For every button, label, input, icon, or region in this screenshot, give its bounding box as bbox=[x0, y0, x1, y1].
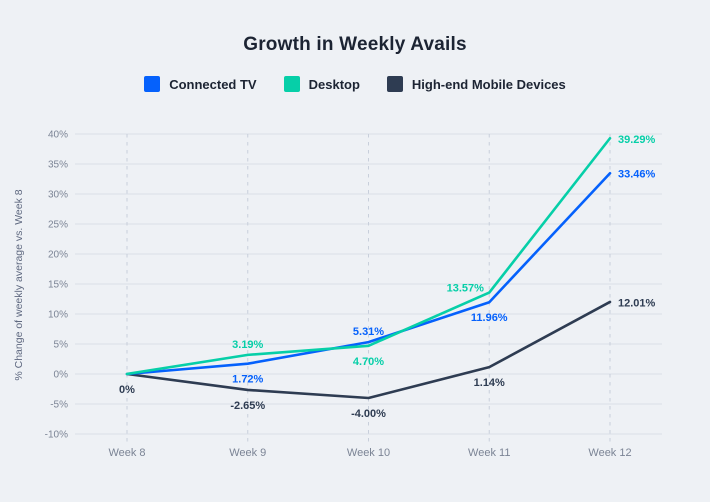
data-label: 4.70% bbox=[353, 356, 384, 368]
legend-label: Connected TV bbox=[169, 76, 257, 92]
y-tick-label: 10% bbox=[48, 310, 68, 321]
y-tick-label: 40% bbox=[48, 130, 68, 141]
data-label: 0% bbox=[119, 384, 135, 396]
data-label: 11.96% bbox=[471, 312, 508, 324]
x-tick-label: Week 9 bbox=[229, 447, 266, 459]
y-tick-label: 15% bbox=[48, 280, 68, 291]
y-axis-title: % Change of weekly average vs. Week 8 bbox=[13, 189, 25, 380]
page-title: Growth in Weekly Avails bbox=[243, 34, 467, 55]
data-label: 1.72% bbox=[232, 374, 263, 386]
data-label: -4.00% bbox=[351, 408, 386, 420]
legend-item-mobile[interactable]: High-end Mobile Devices bbox=[386, 76, 566, 92]
y-tick-label: 5% bbox=[54, 340, 69, 351]
legend-item-desktop[interactable]: Desktop bbox=[283, 76, 360, 92]
y-tick-label: 25% bbox=[48, 220, 68, 231]
mobile-swatch-icon bbox=[386, 76, 403, 92]
data-label: 33.46% bbox=[618, 169, 656, 181]
series-line-high-end-mobile-devices bbox=[125, 300, 612, 400]
y-tick-label: -10% bbox=[45, 430, 68, 441]
x-tick-label: Week 11 bbox=[468, 447, 510, 459]
data-label: 5.31% bbox=[353, 326, 384, 338]
x-tick-label: Week 8 bbox=[108, 447, 145, 459]
legend-label: Desktop bbox=[308, 76, 360, 92]
y-tick-label: 0% bbox=[54, 370, 69, 381]
data-label: 39.29% bbox=[618, 134, 656, 146]
x-tick-label: Week 12 bbox=[588, 447, 631, 459]
data-label: 1.14% bbox=[474, 377, 505, 389]
y-tick-label: 20% bbox=[48, 250, 68, 261]
data-label: 13.57% bbox=[447, 283, 485, 295]
chart-legend: Connected TV Desktop High-end Mobile Dev… bbox=[0, 76, 710, 92]
data-label: 12.01% bbox=[618, 297, 656, 309]
desktop-swatch-icon bbox=[283, 76, 300, 92]
y-tick-label: 35% bbox=[48, 160, 68, 171]
y-tick-label: 30% bbox=[48, 190, 68, 201]
data-label: 3.19% bbox=[232, 339, 263, 351]
series-line-connected-tv bbox=[125, 171, 612, 376]
x-tick-label: Week 10 bbox=[347, 447, 390, 459]
legend-label: High-end Mobile Devices bbox=[411, 76, 566, 92]
connected-tv-swatch-icon bbox=[144, 76, 161, 92]
data-label: -2.65% bbox=[230, 400, 265, 412]
y-tick-label: -5% bbox=[50, 400, 68, 411]
legend-item-connected-tv[interactable]: Connected TV bbox=[144, 76, 257, 92]
series-line-desktop bbox=[125, 136, 612, 376]
